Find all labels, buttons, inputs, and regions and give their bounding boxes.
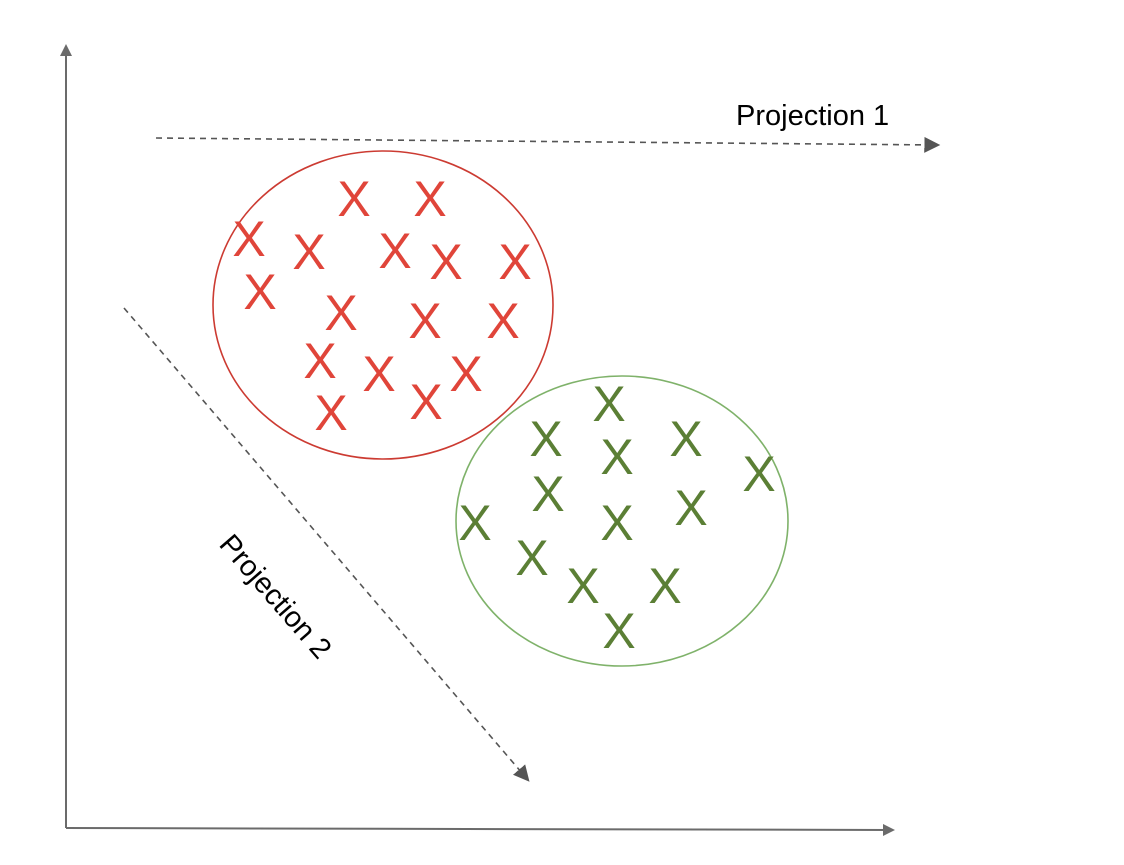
red-x-marker: X bbox=[232, 211, 265, 267]
red-cluster-markers: X XX X X X XX X X XX X XX X bbox=[232, 171, 531, 441]
red-x-marker: X bbox=[362, 346, 395, 402]
green-x-marker: X bbox=[674, 480, 707, 536]
green-x-marker: X bbox=[592, 376, 625, 432]
green-x-marker: X bbox=[742, 446, 775, 502]
red-x-marker: X bbox=[378, 223, 411, 279]
red-x-marker: X bbox=[337, 171, 370, 227]
projection-1-label: Projection 1 bbox=[736, 100, 889, 132]
red-x-marker: X bbox=[324, 285, 357, 341]
red-x-marker: X bbox=[408, 293, 441, 349]
projection-2-label: Projection 2 bbox=[213, 529, 338, 666]
green-cluster-circle bbox=[455, 375, 789, 667]
green-x-marker: X bbox=[458, 495, 491, 551]
red-x-marker: X bbox=[292, 224, 325, 280]
green-x-marker: X bbox=[529, 411, 562, 467]
red-x-marker: X bbox=[413, 171, 446, 227]
red-x-marker: X bbox=[449, 346, 482, 402]
projection-2-arrow bbox=[123, 307, 530, 782]
green-cluster-markers: XX X XXX XX XX X XX bbox=[458, 376, 775, 659]
green-x-marker: X bbox=[566, 558, 599, 614]
red-x-marker: X bbox=[409, 374, 442, 430]
projection-1-arrow bbox=[155, 136, 941, 153]
green-x-marker: X bbox=[602, 603, 635, 659]
red-cluster-circle bbox=[212, 150, 554, 460]
red-x-marker: X bbox=[486, 293, 519, 349]
red-x-marker: X bbox=[429, 234, 462, 290]
x-axis bbox=[65, 823, 895, 836]
green-x-marker: X bbox=[531, 466, 564, 522]
red-x-marker: X bbox=[314, 385, 347, 441]
red-x-marker: X bbox=[243, 264, 276, 320]
red-x-marker: X bbox=[498, 234, 531, 290]
green-x-marker: X bbox=[600, 495, 633, 551]
green-x-marker: X bbox=[669, 411, 702, 467]
green-x-marker: X bbox=[515, 530, 548, 586]
green-x-marker: X bbox=[600, 429, 633, 485]
red-x-marker: X bbox=[303, 333, 336, 389]
green-x-marker: X bbox=[648, 558, 681, 614]
